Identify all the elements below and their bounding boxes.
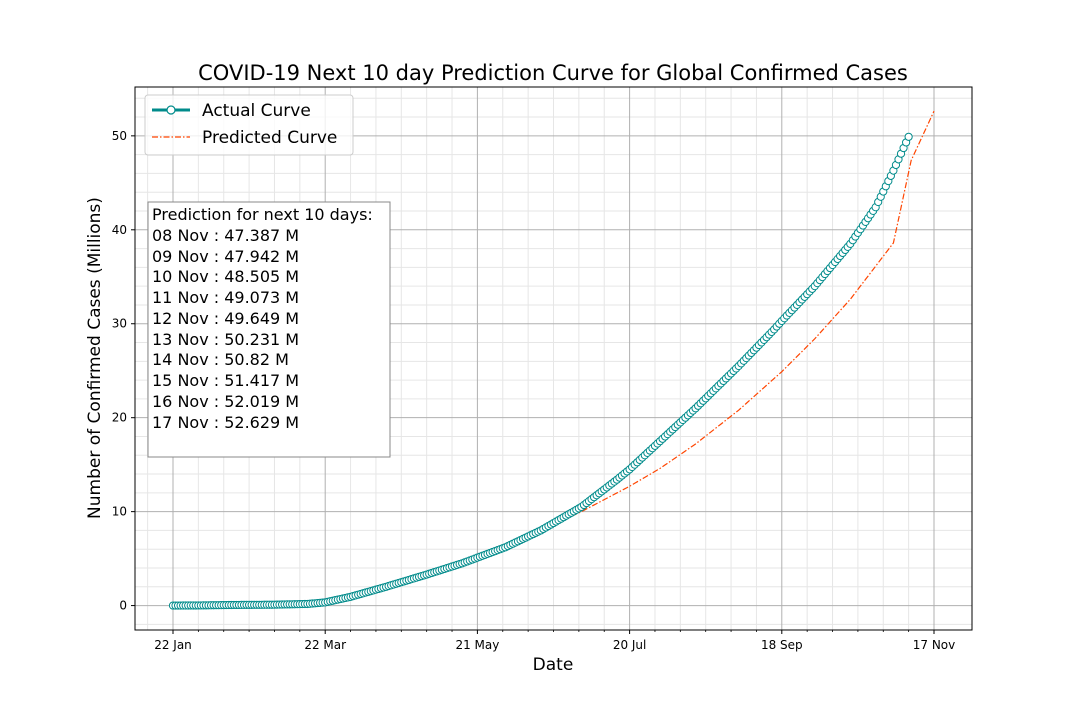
y-tick-label: 40	[112, 223, 127, 237]
ticks-layer: 22 Jan 22 Mar 21 May 20 Jul 18 Sep 17 Nov 0 10 2…	[112, 129, 956, 652]
prediction-line-0: Prediction for next 10 days:	[152, 205, 373, 224]
prediction-line-10: 17 Nov : 52.629 M	[152, 413, 299, 432]
legend-frame	[144, 94, 354, 156]
y-tick-label: 10	[112, 505, 127, 519]
legend-actual-marker	[166, 105, 176, 115]
prediction-line-6: 13 Nov : 50.231 M	[152, 330, 299, 349]
y-tick-label: 30	[112, 317, 127, 331]
series-layer	[168, 110, 935, 610]
prediction-line-2: 09 Nov : 47.942 M	[152, 247, 299, 266]
y-tick-label: 20	[112, 411, 127, 425]
x-tick-label: 22 Mar	[304, 638, 346, 652]
x-tick-label: 22 Jan	[154, 638, 192, 652]
prediction-line-1: 08 Nov : 47.387 M	[152, 226, 299, 245]
prediction-line-4: 11 Nov : 49.073 M	[152, 288, 299, 307]
chart-title: COVID-19 Next 10 day Prediction Curve fo…	[198, 61, 908, 85]
y-tick-label: 0	[119, 599, 127, 613]
prediction-line-3: 10 Nov : 48.505 M	[152, 267, 299, 286]
legend-predicted-label: Predicted Curve	[202, 128, 337, 148]
prediction-line-5: 12 Nov : 49.649 M	[152, 309, 299, 328]
x-tick-label: 21 May	[455, 638, 499, 652]
prediction-line-7: 14 Nov : 50.82 M	[152, 350, 289, 369]
legend: Actual Curve Predicted Curve	[144, 94, 354, 156]
minor-grid	[135, 87, 972, 630]
y-tick-label: 50	[112, 129, 127, 143]
prediction-line-8: 15 Nov : 51.417 M	[152, 371, 299, 390]
prediction-text-box: Prediction for next 10 days: 08 Nov : 47…	[147, 201, 391, 458]
prediction-line-9: 16 Nov : 52.019 M	[152, 392, 299, 411]
x-tick-label: 18 Sep	[761, 638, 803, 652]
prediction-box-frame	[147, 201, 391, 458]
y-axis-label: Number of Confirmed Cases (Millions)	[85, 197, 105, 519]
actual-data-point	[904, 132, 913, 141]
x-axis-label: Date	[533, 655, 574, 675]
legend-actual-label: Actual Curve	[202, 101, 311, 121]
x-tick-label: 20 Jul	[613, 638, 647, 652]
x-tick-label: 17 Nov	[913, 638, 956, 652]
